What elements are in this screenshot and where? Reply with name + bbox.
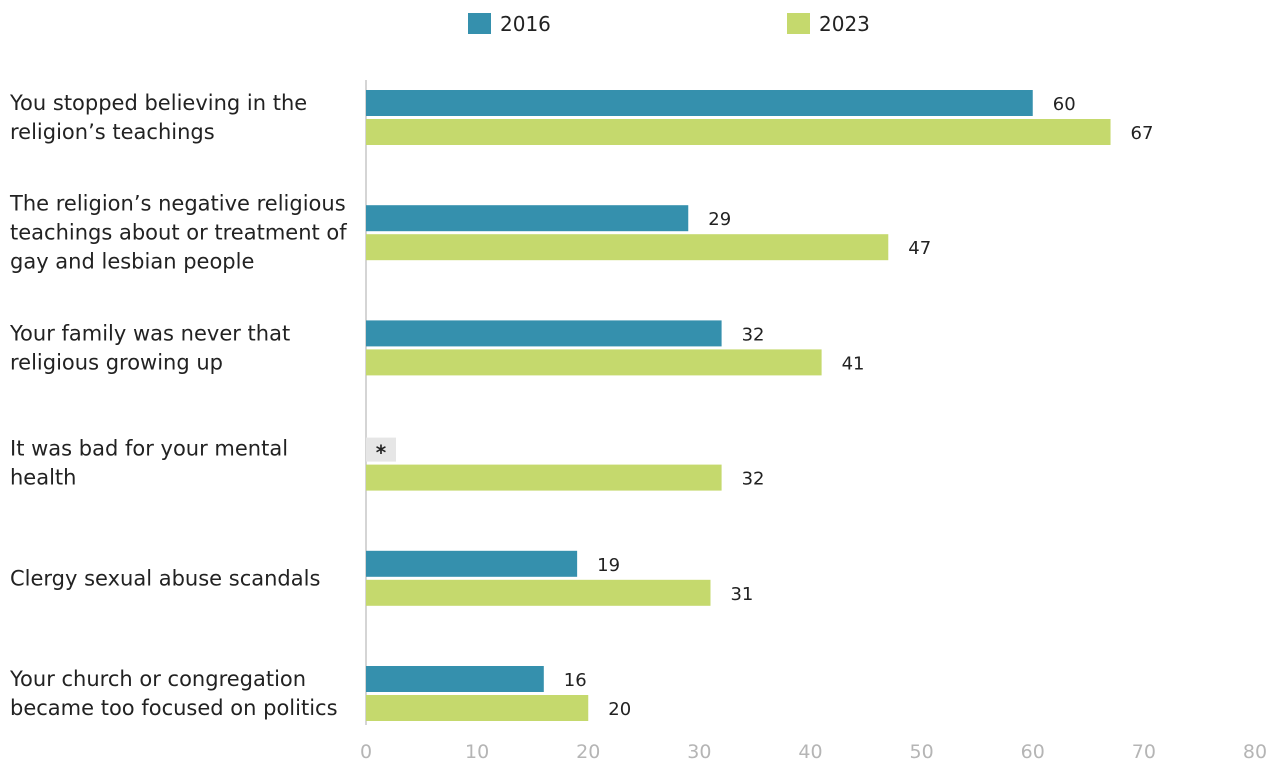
x-tick-label: 80 (1243, 741, 1267, 761)
bar-2016 (366, 666, 544, 692)
data-label-2023: 20 (608, 699, 631, 720)
bar-2023 (366, 349, 822, 376)
x-tick-label: 70 (1132, 741, 1156, 761)
bar-2016 (366, 550, 578, 577)
x-tick-label: 50 (910, 741, 934, 761)
data-label-2023: 31 (730, 584, 753, 605)
data-label-2023: 47 (908, 238, 931, 259)
data-label-2023: 32 (742, 469, 765, 490)
data-label-2023: 41 (842, 353, 865, 374)
x-tick-label: 0 (360, 741, 372, 761)
category-label: Your church or congregation became too fo… (9, 667, 338, 720)
legend-swatch-2016 (468, 13, 491, 34)
bar-2016 (366, 90, 1033, 116)
x-tick-label: 10 (465, 741, 489, 761)
missing-marker-2016 (366, 437, 396, 462)
x-tick-label: 40 (798, 741, 822, 761)
x-tick-label: 60 (1021, 741, 1045, 761)
category-label: Clergy sexual abuse scandals (10, 566, 320, 590)
bar-2016 (366, 320, 722, 347)
bar-2016 (366, 205, 689, 232)
data-label-2023: 67 (1131, 123, 1154, 144)
category-label: You stopped believing in the religion’s t… (9, 91, 307, 144)
data-label-2016: 29 (708, 209, 731, 230)
data-label-2016: 60 (1053, 94, 1076, 115)
category-label: It was bad for your mental health (10, 437, 288, 490)
data-label-2016: 32 (742, 324, 765, 345)
legend-label-2023: 2023 (819, 12, 870, 36)
bar-2023 (366, 695, 589, 721)
data-label-2016: 19 (597, 555, 620, 576)
x-tick-label: 30 (687, 741, 711, 761)
legend-label-2016: 2016 (500, 12, 551, 36)
bar-2023 (366, 119, 1111, 145)
category-label: Your family was never that religious grow… (9, 321, 290, 374)
bar-2023 (366, 579, 711, 606)
category-label: The religion’s negative religious teachin… (9, 192, 347, 274)
bar-2023 (366, 464, 722, 491)
legend-swatch-2023 (787, 13, 810, 34)
x-tick-label: 20 (576, 741, 600, 761)
data-label-2016: 16 (564, 670, 587, 691)
bar-2023 (366, 234, 889, 261)
missing-marker-label: * (376, 441, 387, 465)
